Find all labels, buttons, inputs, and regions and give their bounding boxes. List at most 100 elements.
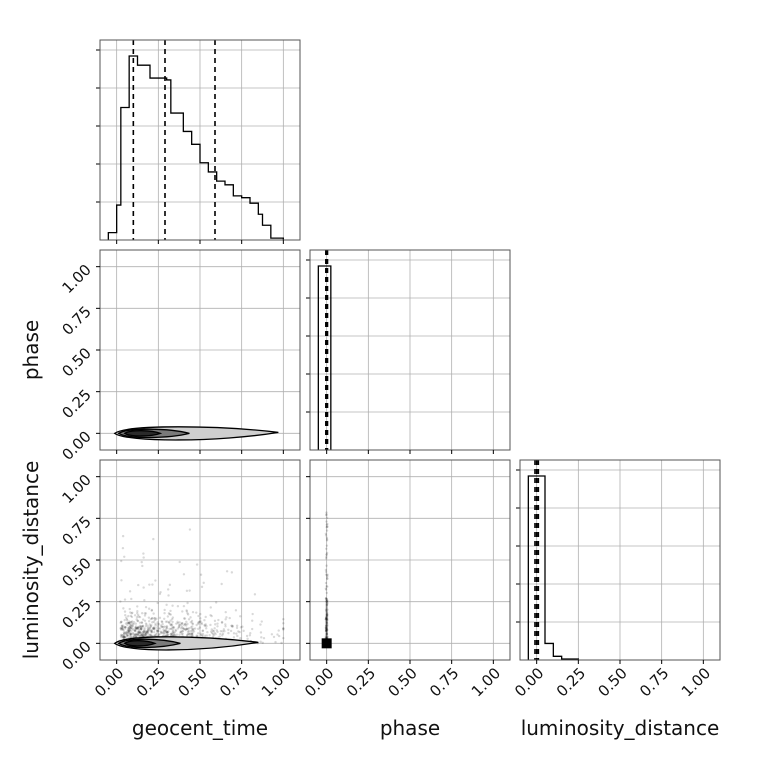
- y-tick-label: 0.75: [58, 302, 94, 338]
- scatter-point: [246, 637, 249, 640]
- scatter-point: [160, 625, 164, 629]
- scatter-point: [121, 627, 124, 631]
- scatter-point: [203, 619, 206, 622]
- scatter-point: [163, 612, 166, 615]
- scatter-point: [124, 622, 128, 625]
- scatter-point: [121, 534, 125, 538]
- scatter-point: [129, 626, 133, 629]
- x-axis-label-phase: phase: [380, 716, 440, 740]
- scatter-point: [324, 534, 328, 537]
- scatter-point: [325, 603, 329, 606]
- scatter-point: [129, 620, 132, 624]
- scatter-point: [191, 627, 194, 631]
- scatter-point: [140, 633, 143, 637]
- scatter-point: [220, 621, 224, 624]
- scatter-point: [325, 627, 329, 630]
- scatter-point: [324, 618, 328, 621]
- scatter-point: [172, 626, 175, 630]
- scatter-point: [201, 634, 204, 637]
- scatter-point: [324, 626, 328, 630]
- scatter-point: [120, 579, 123, 582]
- scatter-point: [210, 614, 213, 618]
- scatter-point: [144, 633, 147, 636]
- panel-scatter-geocent_time-luminosity_distance: 0.000.000.250.250.500.500.750.751.001.00: [58, 459, 301, 700]
- scatter-point: [129, 632, 132, 635]
- scatter-point: [147, 630, 150, 633]
- scatter-point: [139, 633, 143, 636]
- scatter-point: [124, 635, 127, 638]
- panel-scatter-geocent_time-phase: 0.00 0.25 0.50 0.75 1.00: [58, 249, 301, 464]
- scatter-point: [259, 640, 262, 643]
- scatter-point: [325, 633, 328, 636]
- scatter-point: [123, 598, 127, 601]
- scatter-point: [325, 626, 328, 629]
- scatter-point: [147, 607, 151, 610]
- scatter-point: [181, 610, 184, 613]
- scatter-point: [128, 607, 131, 611]
- scatter-point: [201, 629, 205, 632]
- x-axis-label-geocent-time: geocent_time: [132, 716, 268, 740]
- scatter-point: [282, 636, 285, 640]
- scatter-point: [157, 622, 161, 626]
- scatter-point: [141, 634, 144, 638]
- scatter-point: [213, 631, 216, 635]
- scatter-point: [154, 624, 157, 627]
- scatter-point: [142, 630, 145, 633]
- scatter-point: [193, 627, 197, 630]
- scatter-point: [152, 626, 155, 630]
- scatter-point: [191, 622, 195, 626]
- scatter-point: [326, 585, 329, 588]
- scatter-point: [326, 623, 329, 627]
- scatter-point: [171, 625, 175, 629]
- scatter-point: [140, 624, 143, 628]
- scatter-point: [160, 631, 163, 635]
- scatter-point: [325, 600, 328, 603]
- scatter-point: [326, 635, 329, 639]
- scatter-point: [191, 628, 194, 632]
- scatter-point: [127, 627, 130, 630]
- scatter-point: [138, 633, 141, 636]
- scatter-point: [204, 623, 207, 626]
- scatter-point: [324, 587, 328, 590]
- scatter-point: [145, 623, 148, 626]
- scatter-point: [181, 632, 184, 635]
- scatter-point: [122, 636, 125, 639]
- y-tick-label: 0.00: [58, 427, 94, 463]
- scatter-point: [121, 628, 125, 631]
- scatter-point: [324, 616, 328, 620]
- scatter-point: [325, 555, 328, 559]
- scatter-point: [197, 620, 201, 624]
- scatter-point: [131, 611, 134, 614]
- scatter-point: [143, 614, 147, 617]
- scatter-point: [171, 632, 174, 635]
- scatter-point: [136, 613, 140, 617]
- scatter-point: [144, 631, 147, 634]
- scatter-point: [325, 553, 328, 556]
- scatter-point: [188, 589, 191, 592]
- scatter-point: [184, 628, 187, 632]
- scatter-point: [274, 640, 277, 644]
- scatter-point: [260, 636, 263, 639]
- scatter-point: [122, 626, 125, 629]
- scatter-point: [245, 634, 249, 638]
- scatter-point: [134, 632, 137, 636]
- scatter-point: [180, 625, 184, 628]
- scatter-point: [122, 635, 125, 638]
- scatter-point: [212, 629, 215, 633]
- x-tick-label: 0.75: [636, 664, 672, 700]
- scatter-point: [132, 628, 135, 631]
- scatter-point: [134, 626, 137, 630]
- scatter-point: [123, 555, 126, 558]
- scatter-point: [324, 588, 328, 591]
- scatter-point: [120, 559, 123, 563]
- scatter-point: [190, 619, 194, 623]
- scatter-point: [169, 619, 172, 622]
- scatter-point: [127, 629, 131, 633]
- scatter-point: [136, 626, 140, 629]
- panel-hist-phase: [306, 249, 511, 454]
- scatter-point: [161, 631, 165, 634]
- scatter-point: [187, 628, 190, 631]
- scatter-point: [169, 623, 172, 627]
- scatter-point: [186, 612, 189, 615]
- scatter-point: [139, 628, 143, 631]
